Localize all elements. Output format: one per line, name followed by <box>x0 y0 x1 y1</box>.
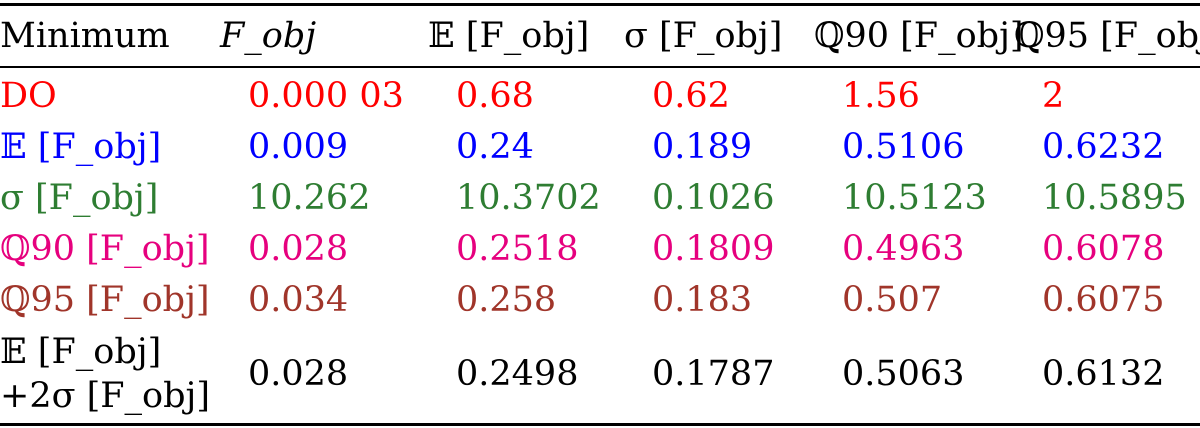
cell-q90: 0.5063 <box>842 353 965 394</box>
cell-mean: 10.3702 <box>456 177 601 218</box>
cell-q95: 0.6132 <box>1042 353 1165 394</box>
cell-fobj: 0.034 <box>248 279 349 320</box>
cell-q90: 10.5123 <box>842 177 987 218</box>
cell-q95: 0.6232 <box>1042 126 1165 167</box>
cell-fobj: 0.028 <box>248 353 349 394</box>
cell-std: 0.1787 <box>652 353 775 394</box>
cell-q95: 2 <box>1042 75 1065 116</box>
row-label: ℚ90 [F_obj] <box>0 228 210 269</box>
cell-std: 0.1026 <box>652 177 775 218</box>
header-minimum: Minimum <box>0 16 170 56</box>
row-mean: 𝔼 [F_obj] 0.009 0.24 0.189 0.5106 0.6232 <box>0 121 1200 172</box>
cell-q95: 10.5895 <box>1042 177 1187 218</box>
cell-q90: 0.507 <box>842 279 943 320</box>
row-label-line2: +2σ [F_obj] <box>0 375 211 416</box>
row-q95: ℚ95 [F_obj] 0.034 0.258 0.183 0.507 0.60… <box>0 274 1200 325</box>
row-label: DO <box>0 75 57 116</box>
cell-mean: 0.2498 <box>456 353 579 394</box>
row-mean-plus-2std: 𝔼 [F_obj] +2σ [F_obj] 0.028 0.2498 0.178… <box>0 325 1200 422</box>
cell-q95: 0.6075 <box>1042 279 1165 320</box>
cell-fobj: 0.009 <box>248 126 349 167</box>
header-q90: ℚ90 [F_obj] <box>814 16 1024 56</box>
header-q95: ℚ95 [F_obj] <box>1014 16 1200 56</box>
cell-std: 0.189 <box>652 126 753 167</box>
row-label: σ [F_obj] <box>0 177 159 218</box>
cell-q90: 0.4963 <box>842 228 965 269</box>
cell-fobj: 10.262 <box>248 177 371 218</box>
header-row: Minimum F_obj 𝔼 [F_obj] σ [F_obj] ℚ90 [F… <box>0 6 1200 66</box>
header-mean: 𝔼 [F_obj] <box>428 16 590 56</box>
cell-mean: 0.68 <box>456 75 534 116</box>
header-std: σ [F_obj] <box>624 16 783 56</box>
row-do: DO 0.000 03 0.68 0.62 1.56 2 <box>0 66 1200 121</box>
cell-std: 0.62 <box>652 75 730 116</box>
cell-mean: 0.24 <box>456 126 534 167</box>
row-std: σ [F_obj] 10.262 10.3702 0.1026 10.5123 … <box>0 172 1200 223</box>
top-rule <box>0 3 1200 6</box>
header-rule <box>0 66 1200 68</box>
row-label: 𝔼 [F_obj] +2σ [F_obj] <box>0 325 220 422</box>
bottom-rule <box>0 423 1200 426</box>
row-label-line1: 𝔼 [F_obj] <box>0 331 162 372</box>
cell-fobj: 0.000 03 <box>248 75 404 116</box>
cell-q90: 0.5106 <box>842 126 965 167</box>
cell-fobj: 0.028 <box>248 228 349 269</box>
row-label: 𝔼 [F_obj] <box>0 126 162 167</box>
cell-mean: 0.258 <box>456 279 557 320</box>
row-label: ℚ95 [F_obj] <box>0 279 210 320</box>
cell-q90: 1.56 <box>842 75 920 116</box>
minimum-comparison-table: Minimum F_obj 𝔼 [F_obj] σ [F_obj] ℚ90 [F… <box>0 6 1200 422</box>
cell-std: 0.183 <box>652 279 753 320</box>
cell-std: 0.1809 <box>652 228 775 269</box>
cell-mean: 0.2518 <box>456 228 579 269</box>
header-fobj: F_obj <box>220 16 317 56</box>
row-q90: ℚ90 [F_obj] 0.028 0.2518 0.1809 0.4963 0… <box>0 223 1200 274</box>
cell-q95: 0.6078 <box>1042 228 1165 269</box>
